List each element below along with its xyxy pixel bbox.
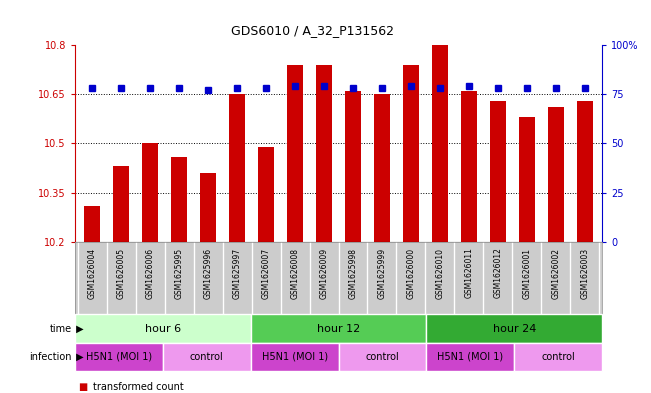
Bar (426, 314, 602, 343)
Text: GSM1626010: GSM1626010 (436, 248, 445, 299)
Text: control: control (190, 352, 223, 362)
Text: GSM1626007: GSM1626007 (262, 248, 271, 299)
Text: time: time (49, 323, 72, 334)
Text: GSM1625998: GSM1625998 (348, 248, 357, 299)
Bar (316, 65, 332, 242)
Text: H5N1 (MOI 1): H5N1 (MOI 1) (86, 352, 152, 362)
Bar (374, 94, 390, 242)
Text: hour 24: hour 24 (493, 323, 536, 334)
Bar (251, 343, 339, 371)
Text: GSM1625999: GSM1625999 (378, 248, 387, 299)
Bar (548, 107, 564, 242)
Bar (75, 343, 163, 371)
Bar (519, 117, 535, 242)
Text: GSM1626000: GSM1626000 (406, 248, 415, 299)
Text: ▶: ▶ (73, 323, 83, 334)
Text: GSM1625997: GSM1625997 (232, 248, 242, 299)
Text: GSM1626001: GSM1626001 (522, 248, 531, 299)
Text: H5N1 (MOI 1): H5N1 (MOI 1) (437, 352, 503, 362)
Bar (490, 101, 506, 242)
Text: GDS6010 / A_32_P131562: GDS6010 / A_32_P131562 (231, 24, 394, 37)
Text: GSM1626009: GSM1626009 (320, 248, 329, 299)
Text: GSM1625996: GSM1625996 (204, 248, 213, 299)
Bar (171, 156, 187, 242)
Text: GSM1626011: GSM1626011 (464, 248, 473, 298)
Text: hour 12: hour 12 (317, 323, 360, 334)
Text: H5N1 (MOI 1): H5N1 (MOI 1) (262, 352, 327, 362)
Bar (142, 143, 158, 242)
Bar (432, 45, 448, 242)
Bar (75, 314, 251, 343)
Text: GSM1626004: GSM1626004 (88, 248, 97, 299)
Bar (461, 91, 477, 242)
Bar (426, 343, 514, 371)
Bar (403, 65, 419, 242)
Text: GSM1626005: GSM1626005 (117, 248, 126, 299)
Text: transformed count: transformed count (93, 382, 184, 392)
Text: GSM1626003: GSM1626003 (580, 248, 589, 299)
Bar (287, 65, 303, 242)
Bar (229, 94, 245, 242)
Text: infection: infection (29, 352, 72, 362)
Bar (514, 343, 602, 371)
Text: ■: ■ (78, 382, 87, 392)
Bar (345, 91, 361, 242)
Bar (577, 101, 593, 242)
Text: ▶: ▶ (73, 352, 83, 362)
Text: control: control (542, 352, 575, 362)
Text: GSM1626008: GSM1626008 (290, 248, 299, 299)
Text: hour 6: hour 6 (145, 323, 181, 334)
Text: GSM1626012: GSM1626012 (493, 248, 503, 298)
Bar (200, 173, 216, 242)
Bar (163, 343, 251, 371)
Bar (113, 166, 129, 242)
Text: GSM1626006: GSM1626006 (146, 248, 155, 299)
Bar (258, 147, 274, 242)
Text: GSM1626002: GSM1626002 (551, 248, 561, 299)
Bar (339, 343, 426, 371)
Text: GSM1625995: GSM1625995 (174, 248, 184, 299)
Bar (84, 206, 100, 242)
Text: control: control (366, 352, 399, 362)
Bar (251, 314, 426, 343)
